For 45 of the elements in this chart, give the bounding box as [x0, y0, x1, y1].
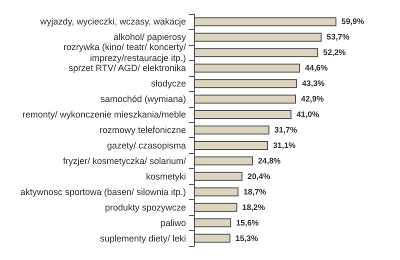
- data-label: 44,6%: [305, 64, 328, 73]
- y-tick-label: paliwo: [160, 218, 186, 228]
- bar: [194, 202, 238, 212]
- y-tick-label: remonty/ wykonczenie mieszkania/meble: [22, 110, 186, 120]
- data-label: 53,7%: [326, 32, 350, 42]
- data-label: 20,4%: [248, 172, 270, 181]
- y-tick-label: alkohol/ papierosy: [113, 32, 186, 42]
- data-label: 42,9%: [301, 94, 324, 104]
- y-tick-label: suplementy diety/ leki: [100, 233, 186, 244]
- data-label: 15,6%: [236, 218, 259, 228]
- bar: [194, 48, 318, 58]
- data-label: 31,1%: [272, 140, 296, 150]
- bar: [194, 64, 300, 73]
- bar: [194, 94, 296, 104]
- data-label: 24,8%: [258, 156, 281, 166]
- y-tick-label: samochód (wymiana): [100, 94, 186, 104]
- data-label: 41,0%: [296, 110, 320, 120]
- y-tick-label: fryzjer/ kosmetyczka/ solarium/: [62, 156, 186, 166]
- data-label: 52,2%: [323, 48, 346, 58]
- y-tick-label: wyjazdy, wycieczki, wczasy, wakacje: [39, 16, 186, 27]
- bar: [194, 32, 322, 42]
- bar: [194, 234, 230, 243]
- data-label: 59,9%: [341, 17, 364, 26]
- bar: [194, 140, 268, 150]
- data-label: 31,7%: [274, 126, 298, 134]
- bar: [194, 172, 243, 181]
- y-tick-label: slodycze: [150, 78, 186, 89]
- data-label: 18,2%: [242, 202, 265, 212]
- y-tick-label: rozmowy telefoniczne: [99, 125, 186, 135]
- bar: [194, 218, 232, 228]
- data-label: 15,3%: [235, 234, 258, 243]
- y-tick-label: gazety/ czasopisma: [106, 140, 186, 150]
- bar: [194, 110, 292, 120]
- y-tick-label: kosmetyki: [146, 171, 186, 182]
- y-tick-label: produkty spozywcze: [104, 202, 186, 212]
- data-label: 18,7%: [243, 187, 266, 196]
- bar: [194, 79, 297, 88]
- y-tick-label: rozrywka (kino/ teatr/ koncerty/ imprezy/restauracje itp.): [63, 42, 186, 64]
- y-tick-label: aktywnosc sportowa (basen/ silownia itp.): [20, 186, 186, 197]
- y-tick-label: sprzet RTV/ AGD/ elektronika: [68, 63, 186, 74]
- data-label: 43,3%: [302, 79, 325, 88]
- bar: [194, 187, 238, 196]
- bar: [194, 156, 253, 166]
- bar: [194, 17, 336, 26]
- bar: [194, 126, 270, 134]
